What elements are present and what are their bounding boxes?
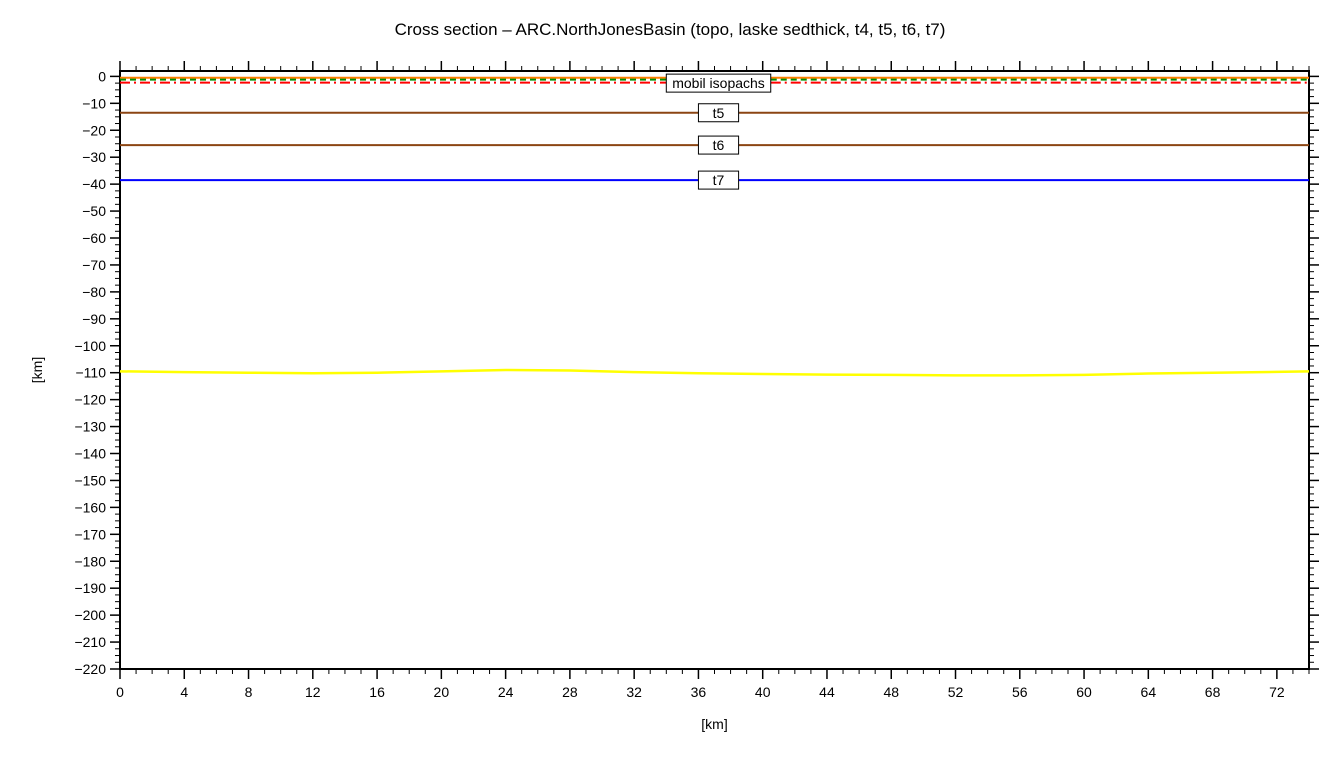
y-tick-label: −180	[74, 553, 106, 569]
y-tick-label: −20	[82, 122, 106, 138]
x-tick-label: 0	[116, 684, 124, 700]
x-tick-label: 16	[369, 684, 385, 700]
x-tick-label: 64	[1141, 684, 1157, 700]
x-tick-label: 52	[948, 684, 964, 700]
y-tick-label: −70	[82, 257, 106, 273]
x-tick-label: 68	[1205, 684, 1221, 700]
y-tick-label: −120	[74, 392, 106, 408]
y-tick-label: −160	[74, 499, 106, 515]
x-tick-label: 56	[1012, 684, 1028, 700]
y-tick-label: −110	[76, 365, 107, 381]
y-tick-label: 0	[98, 68, 106, 84]
y-tick-label: −150	[74, 472, 106, 488]
x-tick-label: 24	[498, 684, 514, 700]
y-tick-label: −210	[74, 634, 106, 650]
y-tick-label: −60	[82, 230, 106, 246]
y-tick-label: −80	[82, 284, 106, 300]
x-tick-label: 8	[245, 684, 253, 700]
y-tick-label: −130	[74, 419, 106, 435]
cross-section-chart: Cross section – ARC.NorthJonesBasin (top…	[0, 0, 1340, 757]
x-tick-label: 28	[562, 684, 578, 700]
legend-label: t7	[713, 172, 725, 188]
x-tick-label: 32	[626, 684, 642, 700]
x-tick-label: 20	[434, 684, 450, 700]
legend-label: mobil isopachs	[672, 75, 765, 91]
x-tick-label: 60	[1076, 684, 1092, 700]
legend-label: t5	[713, 105, 725, 121]
x-tick-label: 44	[819, 684, 835, 700]
y-tick-label: −100	[74, 338, 106, 354]
legend-label: t6	[713, 137, 725, 153]
chart-title: Cross section – ARC.NorthJonesBasin (top…	[395, 20, 946, 39]
y-tick-label: −30	[82, 149, 106, 165]
y-tick-label: −140	[74, 446, 106, 462]
x-tick-label: 36	[691, 684, 707, 700]
y-tick-label: −170	[74, 526, 106, 542]
y-tick-label: −220	[74, 661, 106, 677]
y-tick-label: −10	[82, 95, 106, 111]
series-yellow-horizon	[120, 370, 1309, 375]
x-tick-label: 12	[305, 684, 321, 700]
x-tick-label: 4	[180, 684, 188, 700]
plot-border	[120, 71, 1309, 669]
x-tick-label: 40	[755, 684, 771, 700]
x-tick-label: 48	[883, 684, 899, 700]
y-tick-label: −200	[74, 607, 106, 623]
y-tick-label: −50	[82, 203, 106, 219]
y-axis-label: [km]	[29, 357, 45, 383]
y-tick-label: −90	[82, 311, 106, 327]
y-tick-label: −40	[82, 176, 106, 192]
x-tick-label: 72	[1269, 684, 1285, 700]
x-axis-label: [km]	[701, 716, 727, 732]
y-tick-label: −190	[74, 580, 106, 596]
